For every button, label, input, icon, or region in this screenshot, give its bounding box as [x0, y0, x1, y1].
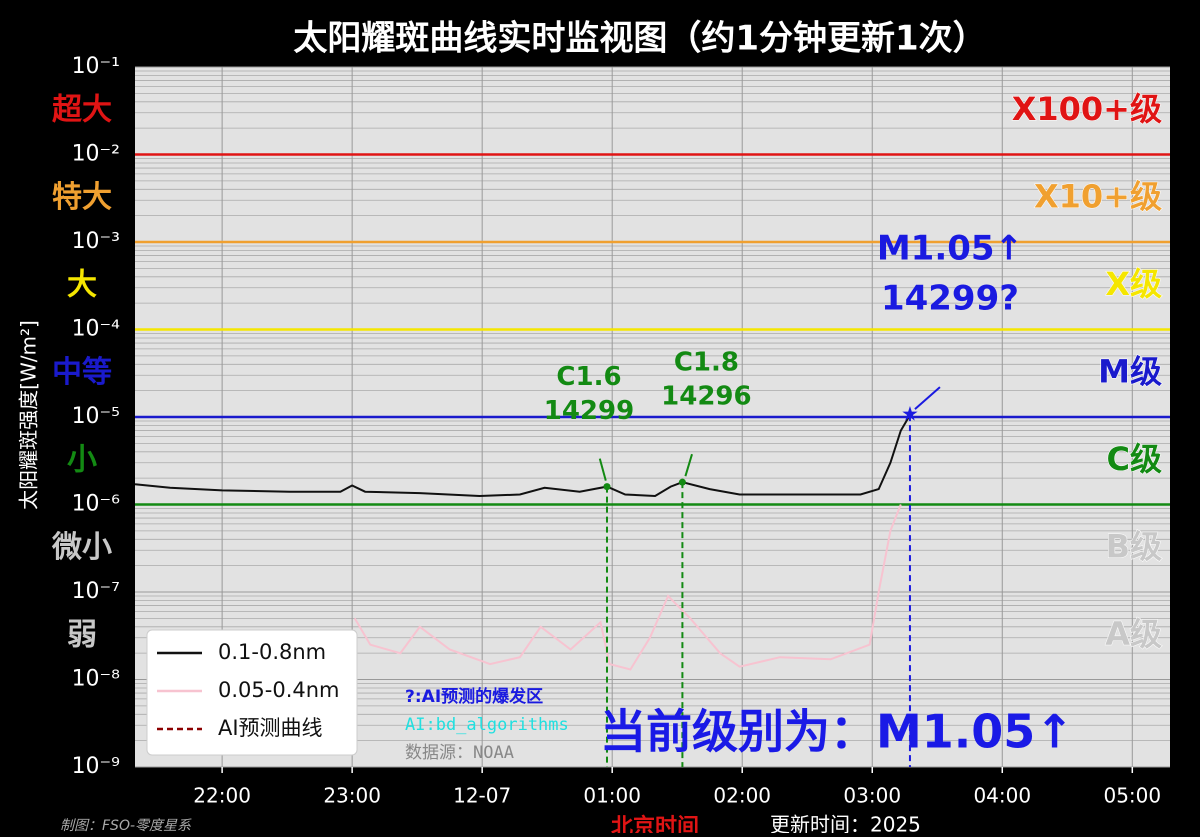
level-side-label: 中等 [52, 355, 112, 390]
legend-label: 0.05-0.4nm [218, 678, 340, 702]
x-axis-label: 北京时间 [611, 814, 699, 833]
annotation-arrow [914, 386, 941, 410]
level-label: X100+级 [1012, 90, 1162, 128]
level-label: X10+级 [1034, 177, 1162, 215]
annotation-text: 14296 [661, 382, 751, 412]
level-label: X级 [1105, 265, 1162, 303]
y-tick-label: 10⁻⁸ [72, 667, 121, 692]
annotation-text: 14299 [544, 396, 634, 426]
legend-label: AI预测曲线 [218, 716, 323, 740]
y-tick-label: 10⁻⁷ [72, 579, 120, 604]
current-level: 当前级别为：M1.05↑ [600, 705, 1074, 759]
update-time: 更新时间：2025 [770, 813, 921, 834]
level-label: M级 [1098, 352, 1162, 390]
legend-box [146, 629, 358, 756]
level-side-label: 小 [67, 442, 97, 477]
x-tick-label: 04:00 [973, 784, 1031, 808]
x-tick-label: 02:00 [713, 784, 771, 808]
level-side-label: 超大 [52, 92, 112, 127]
level-side-label: 特大 [52, 180, 112, 215]
peak-marker [678, 478, 686, 486]
plot-content: C1.6 14299 C1.8 14296 ★ M1.05↑ 14299? ?:AI预测的爆发… [134, 153, 1170, 767]
y-tick-label: 10⁻⁶ [72, 492, 121, 517]
x-tick-label: 03:00 [843, 784, 901, 808]
level-label: A级 [1105, 615, 1162, 653]
y-tick-label: 10⁻⁴ [72, 317, 121, 342]
peak-marker [603, 483, 611, 491]
y-tick-label: 10⁻¹ [72, 54, 120, 79]
note: AI:bd_algorithms [405, 715, 569, 735]
credit: 制图：FSO-零度星系 [60, 818, 192, 833]
level-side-label: 微小 [51, 530, 112, 565]
x-tick-label: 05:00 [1103, 784, 1161, 808]
annotation-text: C1.8 [674, 348, 739, 378]
x-tick-label: 01:00 [583, 784, 641, 808]
x-tick-label: 23:00 [323, 784, 381, 808]
level-side-label: 大 [67, 267, 97, 302]
legend-label: 0.1-0.8nm [218, 640, 326, 664]
level-label: B级 [1106, 527, 1162, 565]
note: 数据源：NOAA [405, 743, 514, 763]
annotation-arrow [598, 458, 607, 481]
y-tick-label: 10⁻⁹ [72, 754, 120, 779]
y-tick-label: 10⁻² [72, 142, 120, 167]
level-label: C级 [1107, 440, 1163, 478]
series-line [353, 504, 902, 671]
x-tick-label: 12-07 [453, 784, 511, 808]
y-tick-label: 10⁻⁵ [72, 404, 120, 429]
annotation-text: M1.05↑ [877, 229, 1023, 269]
annotation-arrow [684, 453, 693, 477]
y-tick-label: 10⁻³ [72, 229, 120, 254]
level-side-label: 弱 [67, 617, 97, 652]
x-tick-label: 22:00 [193, 784, 251, 808]
chart-title: 太阳耀斑曲线实时监视图（约1分钟更新1次） [293, 19, 986, 59]
annotation-text: 14299? [881, 279, 1019, 319]
note: ?:AI预测的爆发区 [405, 686, 543, 707]
annotation-text: C1.6 [556, 362, 621, 392]
peak-marker: ★ [901, 402, 919, 426]
y-axis-label: 太阳耀斑强度[W/m²] [17, 320, 41, 510]
